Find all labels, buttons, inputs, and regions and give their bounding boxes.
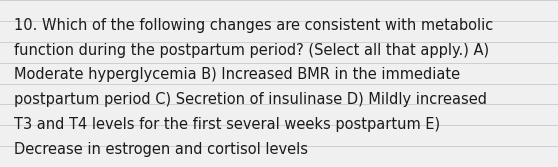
Text: 10. Which of the following changes are consistent with metabolic: 10. Which of the following changes are c… [14, 18, 493, 33]
Text: Decrease in estrogen and cortisol levels: Decrease in estrogen and cortisol levels [14, 142, 308, 157]
Text: function during the postpartum period? (Select all that apply.) A): function during the postpartum period? (… [14, 43, 489, 58]
Text: Moderate hyperglycemia B) Increased BMR in the immediate: Moderate hyperglycemia B) Increased BMR … [14, 67, 460, 82]
Text: T3 and T4 levels for the first several weeks postpartum E): T3 and T4 levels for the first several w… [14, 117, 440, 132]
Text: postpartum period C) Secretion of insulinase D) Mildly increased: postpartum period C) Secretion of insuli… [14, 92, 487, 107]
